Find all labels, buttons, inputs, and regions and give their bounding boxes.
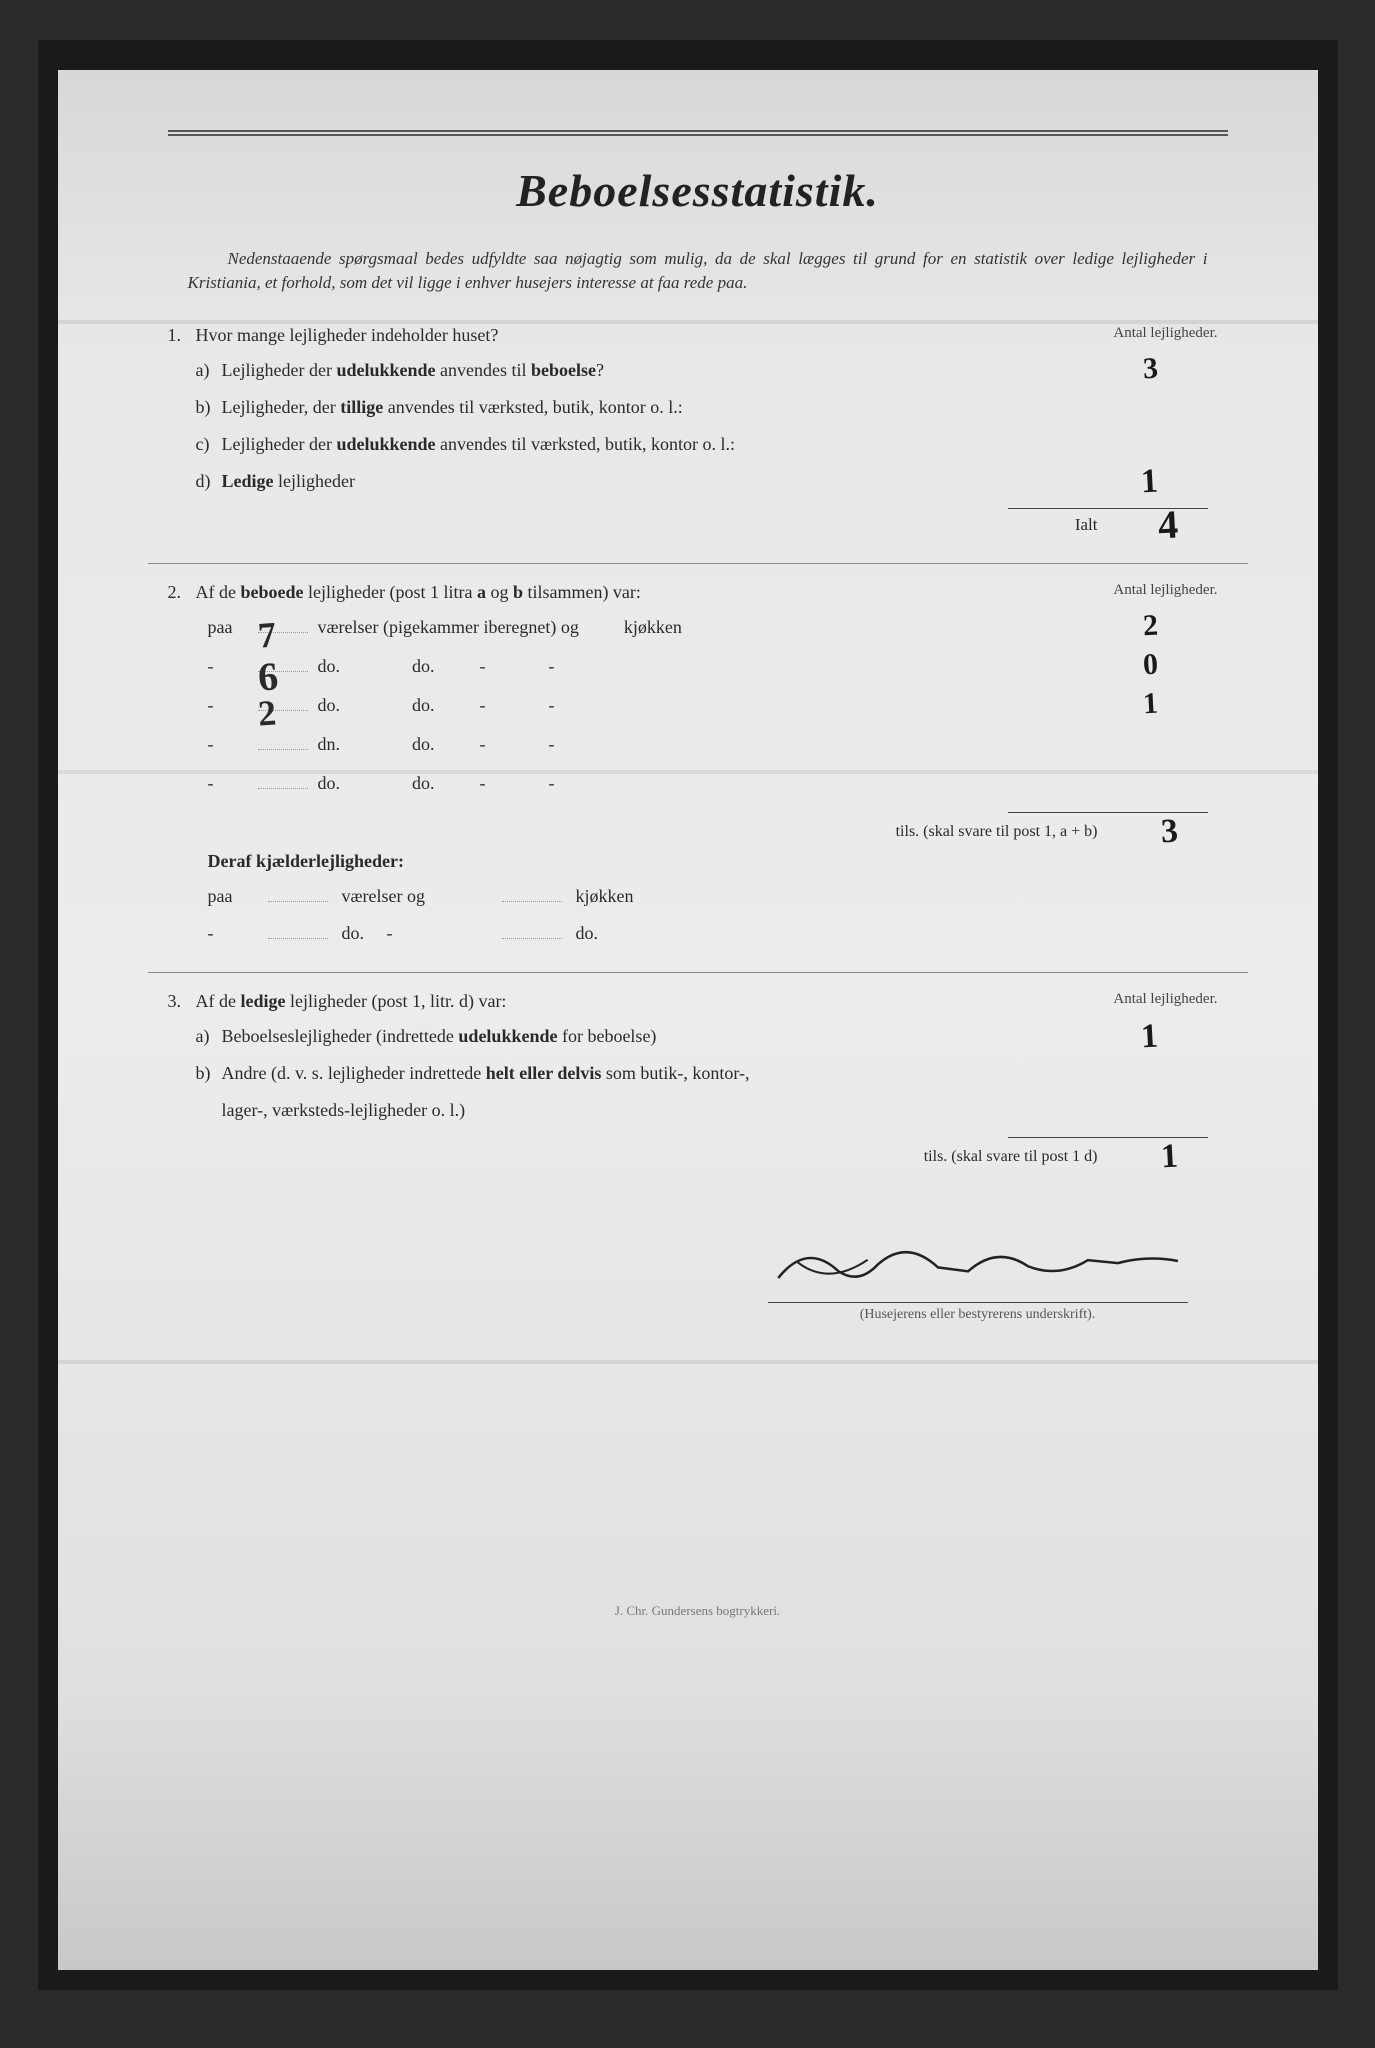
divider-2 <box>148 972 1248 973</box>
q1a-value: 3 <box>1142 351 1159 386</box>
deraf-label: Deraf kjælderlejligheder: <box>168 851 1228 872</box>
q2-number: 2. <box>168 582 196 603</box>
q3-text: Af de ledige lejligheder (post 1, litr. … <box>196 991 1228 1012</box>
row1-rooms: 7 <box>256 613 277 656</box>
q3a-letter: a) <box>196 1026 222 1047</box>
row1-value: 2 <box>1142 608 1159 643</box>
q3-right-label: Antal lejligheder. <box>1113 991 1217 1008</box>
document-page: Beboelsesstatistik. Nedenstaaende spørgs… <box>58 70 1318 1970</box>
q2-text: Af de beboede lejligheder (post 1 litra … <box>196 582 1228 603</box>
divider-1 <box>148 563 1248 564</box>
q3-sum-rule <box>1008 1137 1208 1138</box>
row3-rooms: 2 <box>256 691 277 734</box>
q3a-value: 1 <box>1140 1017 1159 1056</box>
room-row-4: - dn. do. - - <box>168 734 1228 755</box>
q3-total: 1 <box>1160 1137 1179 1176</box>
q3a-text: Beboelseslejligheder (indrettede udelukk… <box>222 1026 1228 1047</box>
top-rule <box>168 130 1228 136</box>
q3-number: 3. <box>168 991 196 1012</box>
q1d-text: Ledige lejligheder <box>222 471 1228 492</box>
row3-value: 1 <box>1142 686 1159 721</box>
q1c-text: Lejligheder der udelukkende anvendes til… <box>222 434 1228 455</box>
room-row-5: - do. do. - - <box>168 773 1228 794</box>
question-1: 1. Hvor mange lejligheder indeholder hus… <box>168 325 1228 535</box>
q3b-letter: b) <box>196 1063 222 1084</box>
kj-row-1: paa værelser og kjøkken <box>168 886 1228 907</box>
room-row-2: - 6 do. do. - - 0 <box>168 656 1228 677</box>
page-title: Beboelsesstatistik. <box>168 164 1228 217</box>
q1-text: Hvor mange lejligheder indeholder huset? <box>196 325 1228 346</box>
row2-value: 0 <box>1142 647 1159 682</box>
printer-credit: J. Chr. Gundersens bogtrykkeri. <box>168 1603 1228 1619</box>
q1c-letter: c) <box>196 434 222 455</box>
intro-paragraph: Nedenstaaende spørgsmaal bedes udfyldte … <box>188 247 1208 295</box>
q1a-letter: a) <box>196 360 222 381</box>
signature <box>766 1218 1189 1317</box>
q1d-value: 1 <box>1140 462 1159 501</box>
q3-tils-label: tils. (skal svare til post 1 d) <box>924 1148 1098 1166</box>
q1-number: 1. <box>168 325 196 346</box>
q3b-text-line2: lager-, værksteds-lejligheder o. l.) <box>222 1100 1228 1121</box>
q1b-text: Lejligheder, der tillige anvendes til væ… <box>222 397 1228 418</box>
q2-sum-rule <box>1008 812 1208 813</box>
q1b-letter: b) <box>196 397 222 418</box>
scan-frame: Beboelsesstatistik. Nedenstaaende spørgs… <box>38 40 1338 1990</box>
q1-total: 4 <box>1156 500 1178 548</box>
q1-right-label: Antal lejligheder. <box>1113 325 1217 342</box>
q3b-text: Andre (d. v. s. lejligheder indrettede h… <box>222 1063 1228 1084</box>
q2-right-label: Antal lejligheder. <box>1113 582 1217 599</box>
question-3: 3. Af de ledige lejligheder (post 1, lit… <box>168 991 1228 1166</box>
kj-row-2: - do. - do. <box>168 923 1228 944</box>
room-row-1: paa 7 værelser (pigekammer iberegnet) og… <box>168 617 1228 638</box>
q2-total: 3 <box>1160 812 1179 851</box>
room-row-3: - 2 do. do. - - 1 <box>168 695 1228 716</box>
signature-area: (Husejerens eller bestyrerens underskrif… <box>168 1226 1228 1323</box>
q1a-text: Lejligheder der udelukkende anvendes til… <box>222 360 1228 381</box>
q2-tils-label: tils. (skal svare til post 1, a + b) <box>896 823 1098 841</box>
q1-sum-rule <box>1008 508 1208 509</box>
q1d-letter: d) <box>196 471 222 492</box>
ialt-label: Ialt <box>1075 515 1098 535</box>
question-2: 2. Af de beboede lejligheder (post 1 lit… <box>168 582 1228 944</box>
